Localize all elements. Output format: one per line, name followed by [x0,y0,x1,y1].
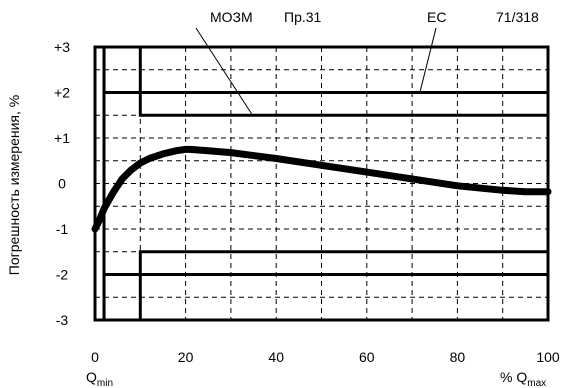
limit-ec-lower [138,250,548,320]
x-max-sub: max [527,378,546,388]
x-tick-label: 60 [359,349,375,365]
leader-ec [419,27,437,93]
x-min-label: Qmin [86,369,113,388]
tick-labels: +3 +2 +1 0 -1 -2 -3 0 20 40 60 80 100 [54,39,560,365]
error-curve [91,145,552,233]
y-tick-label: +3 [54,39,70,55]
y-tick-label: +1 [54,130,70,146]
x-tick-label: 0 [91,349,99,365]
x-min-sub: min [97,378,113,388]
x-max-main: Q [516,369,527,385]
label-leader-lines [195,27,437,117]
x-tick-label: 40 [268,349,284,365]
grid-lines [95,47,548,320]
y-tick-label: -1 [56,221,69,237]
y-axis-label: Погрешность измерения, % [6,95,22,275]
x-min-main: Q [86,369,97,385]
x-tick-label: 20 [178,349,194,365]
label-mozm: МОЗМ [210,9,253,25]
x-max-prefix: % [500,369,516,385]
limit-ec-upper [138,47,548,117]
y-tick-label: +2 [54,85,70,101]
label-pr31: Пр.31 [284,9,322,25]
x-tick-label: 100 [536,349,560,365]
plot-border [93,45,550,322]
error-curve-layer [91,145,552,233]
y-tick-label: -3 [56,312,69,328]
leader-mozm [195,27,254,117]
label-71-318: 71/318 [496,9,539,25]
y-tick-label: -2 [56,267,69,283]
y-tick-label: 0 [58,176,66,192]
x-tick-label: 80 [450,349,466,365]
label-ec: ЕС [427,9,446,25]
x-max-label: % Qmax [500,369,546,388]
plot-frame [93,45,550,322]
limit-envelopes [102,47,548,320]
